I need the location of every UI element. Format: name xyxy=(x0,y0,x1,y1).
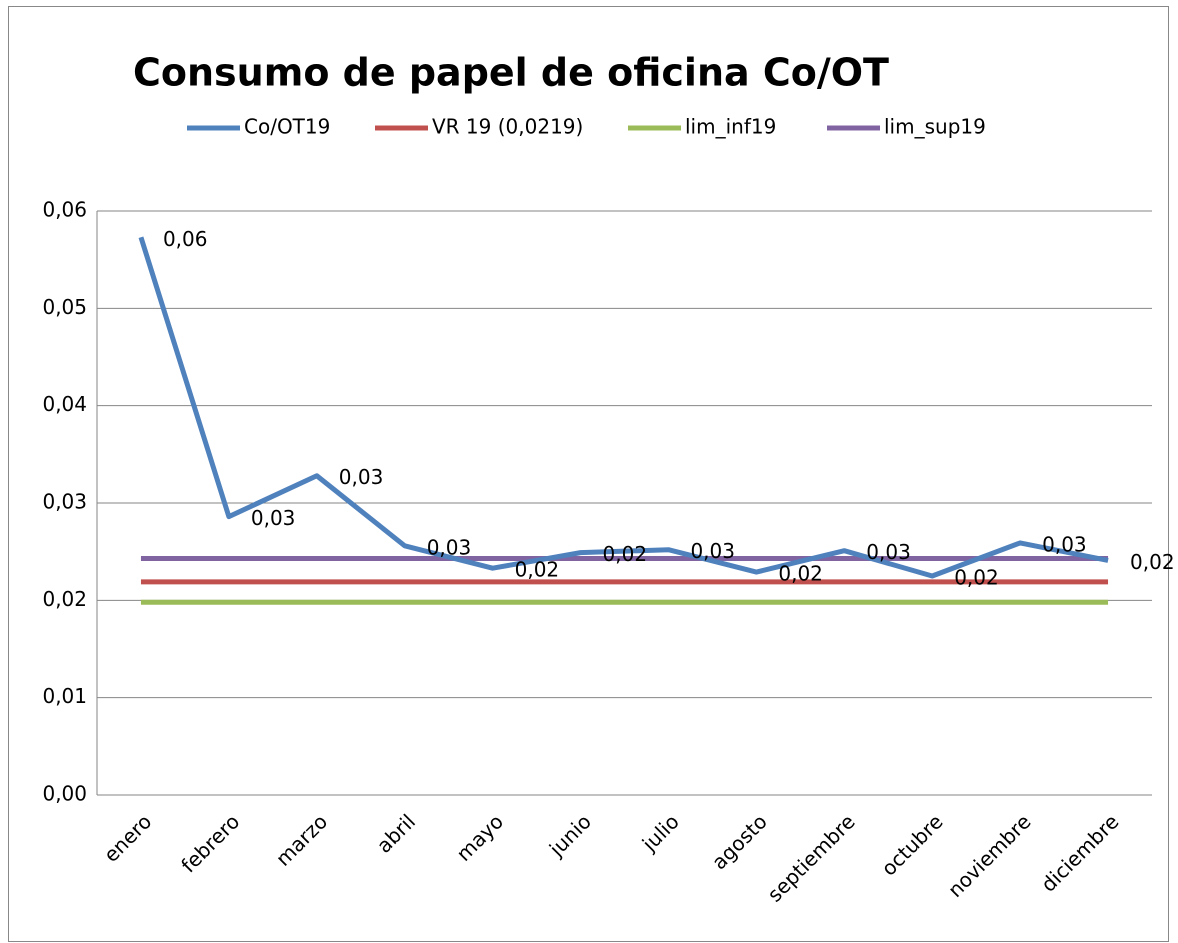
legend-label: VR 19 (0,0219) xyxy=(432,115,583,139)
y-tick-label: 0,04 xyxy=(42,392,87,416)
data-label: 0,03 xyxy=(251,506,296,530)
data-label: 0,03 xyxy=(339,465,384,489)
y-tick-label: 0,02 xyxy=(42,587,87,611)
y-tick-label: 0,03 xyxy=(42,490,87,514)
data-label: 0,02 xyxy=(1130,550,1175,574)
data-label: 0,02 xyxy=(603,542,648,566)
data-label: 0,02 xyxy=(954,566,999,590)
chart-frame xyxy=(8,6,1169,942)
data-label: 0,02 xyxy=(778,562,823,586)
data-label: 0,06 xyxy=(163,227,208,251)
y-tick-label: 0,05 xyxy=(42,295,87,319)
legend-label: lim_sup19 xyxy=(884,115,986,139)
data-label: 0,03 xyxy=(427,535,472,559)
y-tick-label: 0,06 xyxy=(42,198,87,222)
series-line xyxy=(138,236,1109,579)
chart-title: Consumo de papel de oficina Co/OT xyxy=(133,51,889,95)
data-label: 0,03 xyxy=(866,540,911,564)
y-tick-label: 0,01 xyxy=(42,684,87,708)
legend-label: Co/OT19 xyxy=(244,115,330,139)
y-tick-label: 0,00 xyxy=(42,782,87,806)
data-label: 0,02 xyxy=(515,558,560,582)
data-label: 0,03 xyxy=(1042,532,1087,556)
legend-label: lim_inf19 xyxy=(685,115,776,139)
data-label: 0,03 xyxy=(690,539,735,563)
